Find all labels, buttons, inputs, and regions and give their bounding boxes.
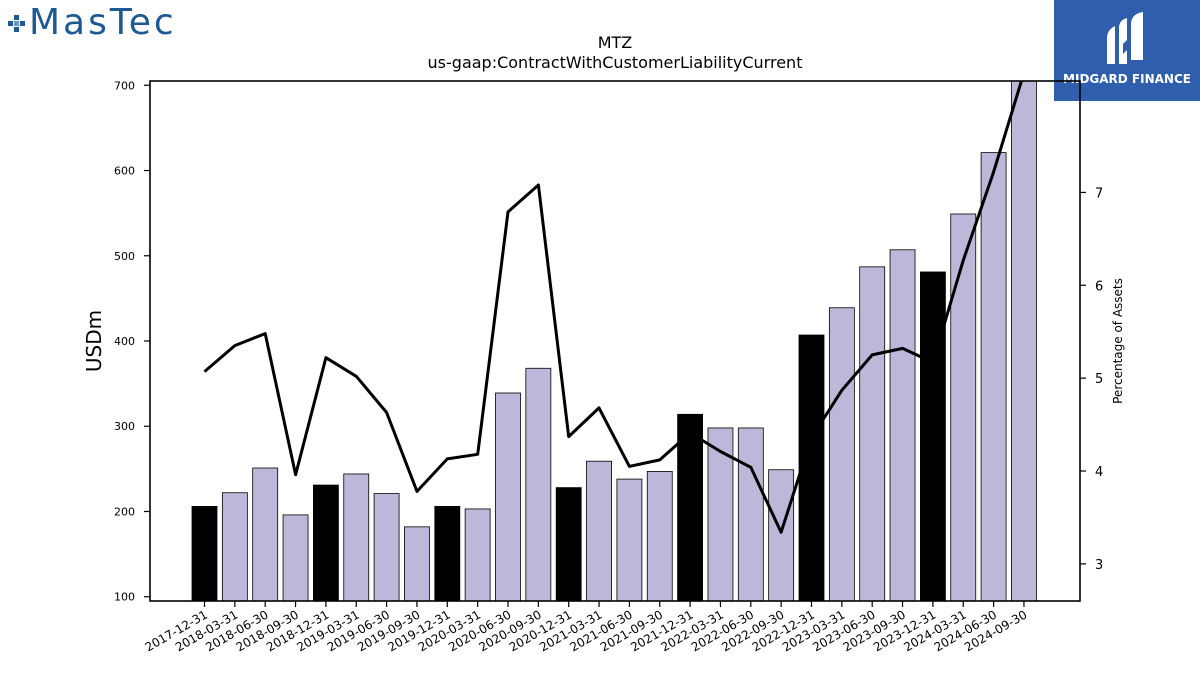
bar (312, 484, 339, 602)
midgard-finance-logo: MIDGARD FINANCE (1054, 0, 1200, 101)
bar (404, 526, 430, 602)
y2-tick-label: 5 (1095, 372, 1103, 387)
y-tick-label: 400 (114, 335, 135, 348)
series-line (203, 81, 1023, 534)
y-tick-label: 600 (114, 165, 135, 178)
bar (525, 367, 552, 602)
bar (221, 492, 248, 602)
bar (555, 487, 582, 602)
y-tick-label: 300 (114, 420, 135, 433)
bar (373, 493, 400, 602)
y2-tick-label: 7 (1095, 186, 1103, 201)
bar (616, 478, 643, 602)
bar (646, 471, 673, 602)
y-tick-label: 200 (114, 505, 135, 518)
y-tick-label: 100 (114, 591, 135, 604)
line-series (203, 81, 1023, 534)
bar (1011, 80, 1037, 602)
bar (677, 413, 703, 602)
bar (495, 392, 521, 602)
bar (950, 213, 977, 602)
midgard-logo-icon (1107, 12, 1143, 64)
bar (282, 514, 309, 602)
y2-tick-label: 6 (1095, 279, 1103, 294)
bar (889, 249, 916, 602)
y-tick-label: 500 (114, 250, 135, 263)
bar (252, 467, 279, 602)
midgard-logo-text: MIDGARD FINANCE (1063, 72, 1191, 86)
bar (191, 505, 218, 602)
y2-tick-label: 3 (1095, 558, 1103, 573)
chart-title: MTZ (598, 33, 633, 52)
y-axis-label: USDm (82, 310, 106, 372)
bar (586, 460, 612, 602)
y-tick-label: 700 (114, 79, 135, 92)
mastec-logo: MasTec (8, 4, 177, 42)
bar (707, 427, 734, 602)
bar (859, 266, 886, 602)
bar (828, 307, 855, 602)
bar (434, 505, 461, 602)
mastec-logo-text: MasTec (29, 2, 177, 43)
bar (464, 508, 491, 602)
bar (343, 473, 370, 602)
bar (920, 271, 946, 602)
bar (768, 469, 795, 602)
bar (737, 427, 764, 602)
y2-axis-label: Percentage of Assets (1111, 278, 1125, 404)
bar-series (191, 80, 1037, 602)
mastec-logo-mark (8, 14, 25, 32)
y2-tick-label: 4 (1095, 465, 1103, 480)
bar (980, 152, 1007, 602)
chart-subtitle: us-gaap:ContractWithCustomerLiabilityCur… (428, 53, 803, 72)
